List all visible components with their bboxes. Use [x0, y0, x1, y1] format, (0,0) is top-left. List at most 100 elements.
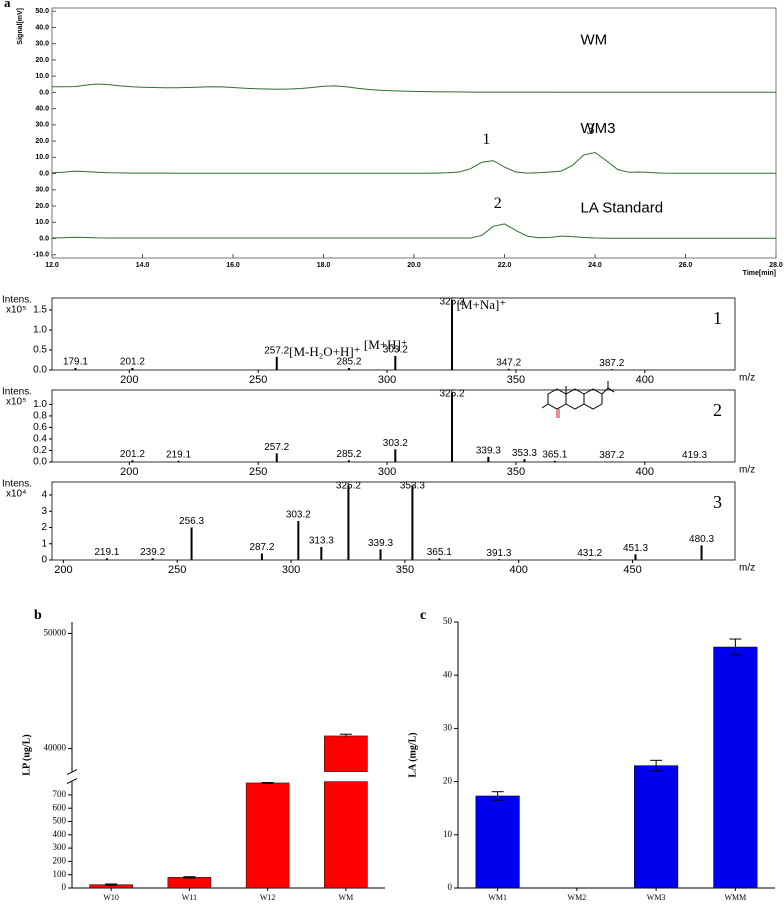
y-tick-label: 0.6: [33, 422, 47, 433]
y-tick-label: 200: [53, 855, 67, 865]
plot-frame: [51, 481, 736, 561]
y-tick-label: 100: [53, 869, 67, 879]
peak-label: 179.1: [63, 357, 88, 368]
x-tick-label: 250: [249, 466, 267, 478]
x-tick-label: 350: [507, 374, 525, 386]
x-tick-label: W11: [182, 893, 197, 902]
peak-label: 303.2: [286, 510, 311, 521]
peak-label: 201.2: [120, 357, 145, 368]
peak-label: 285.2: [336, 357, 361, 368]
x-tick-label: 28.0: [769, 262, 783, 269]
y-tick-label: 30.0: [35, 187, 49, 194]
x-tick-label: 350: [396, 564, 414, 576]
peak-label: 347.2: [496, 357, 521, 368]
peak-label: 239.2: [140, 547, 165, 558]
y-tick-label: 10: [443, 829, 453, 839]
series-label: WM3: [581, 120, 616, 137]
peak-label: 325.2: [439, 389, 464, 400]
peak-label: 451.3: [623, 543, 648, 554]
peak-label: 256.3: [179, 516, 204, 527]
ring: [583, 388, 603, 410]
x-tick-label: 400: [636, 466, 654, 478]
peak-label: 1: [482, 131, 490, 148]
y-tick-label: 1.0: [33, 325, 47, 336]
trace: [51, 223, 776, 239]
y-axis-label: Intens.: [2, 295, 32, 306]
x-axis-label: Time[min]: [743, 270, 776, 277]
y-tick-label: 1.5: [33, 305, 47, 316]
panel-number: 1: [713, 308, 722, 328]
peak-label: 201.2: [120, 449, 145, 460]
bond: [541, 403, 549, 409]
x-tick-label: WM2: [568, 893, 587, 902]
scale-label: x10⁵: [6, 305, 26, 316]
peak-label: 339.3: [476, 445, 501, 456]
y-tick-label: 20.0: [35, 203, 49, 210]
peak-label: 353.3: [400, 481, 425, 492]
x-tick-label: 250: [168, 564, 186, 576]
bar: [634, 765, 679, 889]
y-tick-label: 1: [41, 538, 47, 549]
y-tick-label: 0: [41, 555, 47, 566]
panel-number: 3: [713, 492, 722, 512]
series-label: LA Standard: [581, 199, 664, 216]
panel-label: a: [4, 0, 11, 10]
y-tick-label: 3: [41, 506, 47, 517]
x-tick-label: W10: [103, 893, 119, 902]
y-tick-label: 500: [53, 816, 67, 826]
peak-label: 257.2: [264, 345, 289, 356]
scale-label: x10⁵: [6, 397, 26, 408]
peak-label: 325.2: [439, 297, 464, 308]
panel-label: c: [420, 608, 426, 623]
series-label: WM: [581, 31, 608, 48]
y-tick-label: 0.4: [33, 434, 47, 445]
peak-label: 313.3: [309, 536, 334, 547]
x-tick-label: 200: [54, 564, 72, 576]
peak-label: 3: [586, 121, 594, 138]
y-tick-label: 30.0: [35, 41, 49, 48]
y-tick-label: 0.2: [33, 445, 47, 456]
bar: [167, 877, 212, 889]
y-tick-label: 30.0: [35, 122, 49, 129]
plot-frame: [51, 297, 736, 371]
trace: [51, 151, 776, 174]
x-tick-label: 300: [282, 564, 300, 576]
x-tick-label: 14.0: [136, 262, 150, 269]
panel-number: 2: [713, 400, 722, 420]
annotation: [M+Na]⁺: [457, 297, 507, 312]
peak-label: 219.1: [94, 547, 119, 558]
bar: [324, 735, 368, 772]
x-tick-label: 200: [120, 466, 138, 478]
peak-label: 365.1: [427, 547, 452, 558]
y-axis-label: LP (ug/L): [21, 734, 32, 775]
peak-label: 419.3: [682, 450, 707, 461]
peak-label: 219.1: [166, 449, 191, 460]
y-tick-label: 40.0: [35, 24, 49, 31]
scale-label: x10⁴: [6, 489, 26, 500]
y-axis-label: Signal[mV]: [17, 8, 24, 45]
x-tick-label: 300: [378, 374, 396, 386]
y-tick-label: 20.0: [35, 57, 49, 64]
y-tick-label: 700: [53, 789, 67, 799]
y-tick-label: 0: [62, 882, 67, 892]
y-tick-label: 10.0: [35, 154, 49, 161]
plot-frame: [51, 389, 736, 463]
x-tick-label: 400: [636, 374, 654, 386]
peak-label: 339.3: [368, 538, 393, 549]
trace: [52, 83, 776, 93]
y-tick-label: 0.0: [33, 365, 47, 376]
y-tick-label: -10.0: [33, 252, 49, 259]
y-tick-label: 20: [443, 776, 453, 786]
x-tick-label: 200: [120, 374, 138, 386]
peak-label: 480.3: [689, 534, 714, 545]
y-tick-label: 400: [53, 829, 67, 839]
y-tick-label: 20.0: [35, 138, 49, 145]
y-tick-label: 40: [443, 669, 453, 679]
x-tick-label: 12.0: [45, 262, 59, 269]
x-axis-label: m/z: [739, 465, 755, 476]
axis-break: [66, 769, 78, 776]
peak-label: 387.2: [599, 358, 624, 369]
x-tick-label: 300: [378, 466, 396, 478]
y-axis-label: Intens.: [2, 387, 32, 398]
